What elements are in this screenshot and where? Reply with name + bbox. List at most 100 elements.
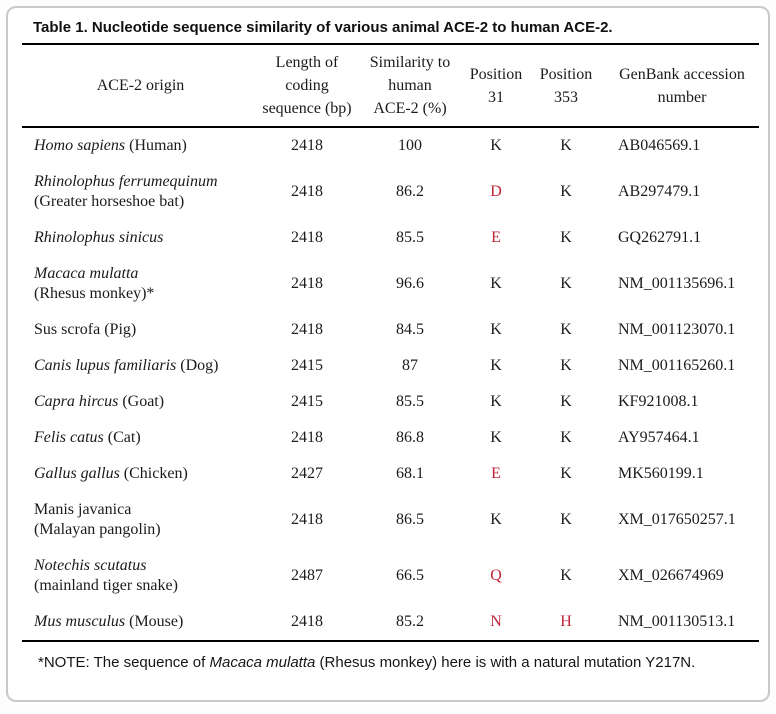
length-cell: 2415	[291, 393, 323, 410]
position353-cell: K	[560, 321, 572, 338]
length-cell: 2487	[291, 567, 323, 584]
position353-cell: K	[560, 429, 572, 446]
position353-cell: K	[560, 567, 572, 584]
species-name-italic: Canis lupus familiaris	[34, 357, 177, 374]
position353-cell: H	[527, 604, 605, 642]
species-name-italic: Notechis scutatus	[34, 557, 147, 574]
table-row: Canis lupus familiaris (Dog) 2415 87 K K NM_0…	[22, 348, 759, 384]
table-row: Gallus gallus (Chicken) 2427 68.1 E K MK56019…	[22, 456, 759, 492]
text-run: Sus scrofa (Pig)	[34, 321, 137, 338]
length-cell: 2418	[291, 429, 323, 446]
length-cell: 2418	[291, 137, 323, 154]
origin-cell: Gallus gallus (Chicken)	[22, 456, 259, 492]
position353-cell: K	[560, 511, 572, 528]
length-cell: 2418	[291, 511, 323, 528]
position31-cell: K	[490, 321, 502, 338]
species-name-italic: Homo sapiens	[34, 137, 126, 154]
table-title: Table 1. Nucleotide sequence similarity …	[33, 19, 613, 36]
origin-cell: Manis javanica (Malayan pangolin)	[22, 492, 259, 548]
origin-cell: Notechis scutatus (mainland tiger snake)	[22, 548, 259, 604]
species-name-italic: Rhinolophus ferrumequinum	[34, 173, 218, 190]
text-run: Manis javanica	[34, 501, 132, 518]
origin-cell: Canis lupus familiaris (Dog)	[22, 348, 259, 384]
position31-cell: Q	[490, 567, 502, 584]
similarity-cell: 66.5	[396, 567, 424, 584]
genbank-cell: XM_017650257.1	[618, 511, 736, 528]
column-header-position31: Position 31	[465, 44, 527, 128]
species-name-italic: Macaca mulatta	[34, 265, 139, 282]
position31-cell: K	[490, 511, 502, 528]
position31-cell: N	[465, 604, 527, 642]
table-body: Homo sapiens (Human) 2418 100 K K AB046569.1 R…	[22, 127, 759, 642]
position353-cell: K	[560, 275, 572, 292]
genbank-cell: NM_001135696.1	[618, 275, 736, 292]
column-header-length: Length of coding sequence (bp)	[259, 44, 355, 128]
table-row: Notechis scutatus (mainland tiger snake) 2…	[22, 548, 759, 604]
position353-cell: K	[560, 393, 572, 410]
length-cell: 2418	[291, 229, 323, 246]
text-run: (Human)	[125, 137, 187, 154]
position31-cell: E	[491, 465, 501, 482]
genbank-cell: NM_001165260.1	[618, 357, 736, 374]
origin-cell: Rhinolophus sinicus	[22, 220, 259, 256]
text-run: (Rhesus monkey) here is with a natural m…	[315, 654, 696, 671]
genbank-cell: XM_026674969	[618, 567, 724, 584]
species-name-italic: Macaca mulatta	[209, 654, 316, 671]
data-table: ACE-2 origin Length of coding sequence (…	[22, 43, 759, 642]
genbank-cell: GQ262791.1	[618, 229, 702, 246]
similarity-cell: 86.5	[396, 511, 424, 528]
table-row: Homo sapiens (Human) 2418 100 K K AB046569.1	[22, 127, 759, 164]
position353-cell: K	[560, 137, 572, 154]
table-row: Rhinolophus ferrumequinum (Greater horses…	[22, 164, 759, 220]
table-row: Manis javanica (Malayan pangolin) 2418 86.5…	[22, 492, 759, 548]
text-run: (Cat)	[103, 429, 141, 446]
text-run: *NOTE: The sequence of	[38, 654, 210, 671]
similarity-cell: 86.2	[396, 183, 424, 200]
table-row: Rhinolophus sinicus 2418 85.5 E K GQ262791.1	[22, 220, 759, 256]
similarity-cell: 68.1	[396, 465, 424, 482]
origin-cell: Sus scrofa (Pig)	[22, 312, 259, 348]
origin-cell: Homo sapiens (Human)	[22, 127, 259, 164]
similarity-cell: 85.5	[396, 229, 424, 246]
species-name-italic: Felis catus	[34, 429, 104, 446]
length-cell: 2418	[259, 604, 355, 642]
genbank-cell: KF921008.1	[618, 393, 699, 410]
table-row: Sus scrofa (Pig) 2418 84.5 K K NM_001123070.1	[22, 312, 759, 348]
table-row: Macaca mulatta (Rhesus monkey)* 2418 96.6 K K…	[22, 256, 759, 312]
origin-common-name: (mainland tiger snake)	[34, 577, 178, 594]
position31-cell: K	[490, 429, 502, 446]
text-run: (Mouse)	[125, 613, 184, 630]
position353-cell: K	[560, 465, 572, 482]
origin-cell: Capra hircus (Goat)	[22, 384, 259, 420]
column-header-position353: Position 353	[527, 44, 605, 128]
origin-common-name: (Rhesus monkey)*	[34, 285, 155, 302]
table-row: Capra hircus (Goat) 2415 85.5 K K KF921008.1	[22, 384, 759, 420]
header-row: ACE-2 origin Length of coding sequence (…	[22, 44, 759, 128]
length-cell: 2418	[291, 183, 323, 200]
species-name-italic: Mus musculus	[34, 613, 126, 630]
footnote: *NOTE: The sequence of Macaca mulatta (R…	[8, 642, 768, 676]
origin-common-name: (Greater horseshoe bat)	[34, 193, 185, 210]
length-cell: 2418	[291, 321, 323, 338]
origin-common-name: (Malayan pangolin)	[34, 521, 161, 538]
species-name-italic: Rhinolophus sinicus	[34, 229, 164, 246]
column-header-similarity: Similarity to human ACE-2 (%)	[355, 44, 465, 128]
position31-cell: K	[490, 137, 502, 154]
species-name-italic: Capra hircus	[34, 393, 119, 410]
position353-cell: K	[560, 229, 572, 246]
length-cell: 2418	[291, 275, 323, 292]
similarity-cell: 100	[398, 137, 422, 154]
column-header-genbank: GenBank accession number	[605, 44, 759, 128]
genbank-cell: AB297479.1	[618, 183, 701, 200]
similarity-cell: 84.5	[396, 321, 424, 338]
position31-cell: K	[490, 357, 502, 374]
genbank-cell: AB046569.1	[618, 137, 701, 154]
position353-cell: K	[560, 183, 572, 200]
table-figure: Table 1. Nucleotide sequence similarity …	[6, 6, 770, 702]
position31-cell: K	[490, 275, 502, 292]
origin-cell: Felis catus (Cat)	[22, 420, 259, 456]
similarity-cell: 85.2	[355, 604, 465, 642]
similarity-cell: 85.5	[396, 393, 424, 410]
origin-cell: Macaca mulatta (Rhesus monkey)*	[22, 256, 259, 312]
table-row: Mus musculus (Mouse) 2418 85.2 N H NM_0011305…	[22, 604, 759, 642]
